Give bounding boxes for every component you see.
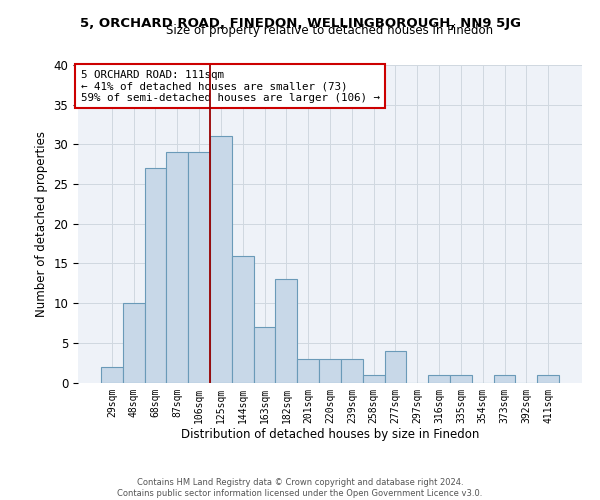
Bar: [319, 358, 341, 382]
Bar: [275, 280, 297, 382]
Bar: [341, 358, 363, 382]
X-axis label: Distribution of detached houses by size in Finedon: Distribution of detached houses by size …: [181, 428, 479, 441]
Y-axis label: Number of detached properties: Number of detached properties: [35, 130, 48, 317]
Bar: [232, 256, 254, 382]
Bar: [363, 374, 385, 382]
Bar: [494, 374, 515, 382]
Bar: [123, 303, 145, 382]
Text: 5 ORCHARD ROAD: 111sqm
← 41% of detached houses are smaller (73)
59% of semi-det: 5 ORCHARD ROAD: 111sqm ← 41% of detached…: [80, 70, 380, 103]
Bar: [210, 136, 232, 382]
Bar: [254, 327, 275, 382]
Text: 5, ORCHARD ROAD, FINEDON, WELLINGBOROUGH, NN9 5JG: 5, ORCHARD ROAD, FINEDON, WELLINGBOROUGH…: [79, 18, 521, 30]
Text: Contains HM Land Registry data © Crown copyright and database right 2024.
Contai: Contains HM Land Registry data © Crown c…: [118, 478, 482, 498]
Bar: [297, 358, 319, 382]
Bar: [537, 374, 559, 382]
Bar: [145, 168, 166, 382]
Bar: [166, 152, 188, 382]
Bar: [188, 152, 210, 382]
Bar: [450, 374, 472, 382]
Bar: [101, 366, 123, 382]
Title: Size of property relative to detached houses in Finedon: Size of property relative to detached ho…: [166, 24, 494, 38]
Bar: [385, 351, 406, 382]
Bar: [428, 374, 450, 382]
